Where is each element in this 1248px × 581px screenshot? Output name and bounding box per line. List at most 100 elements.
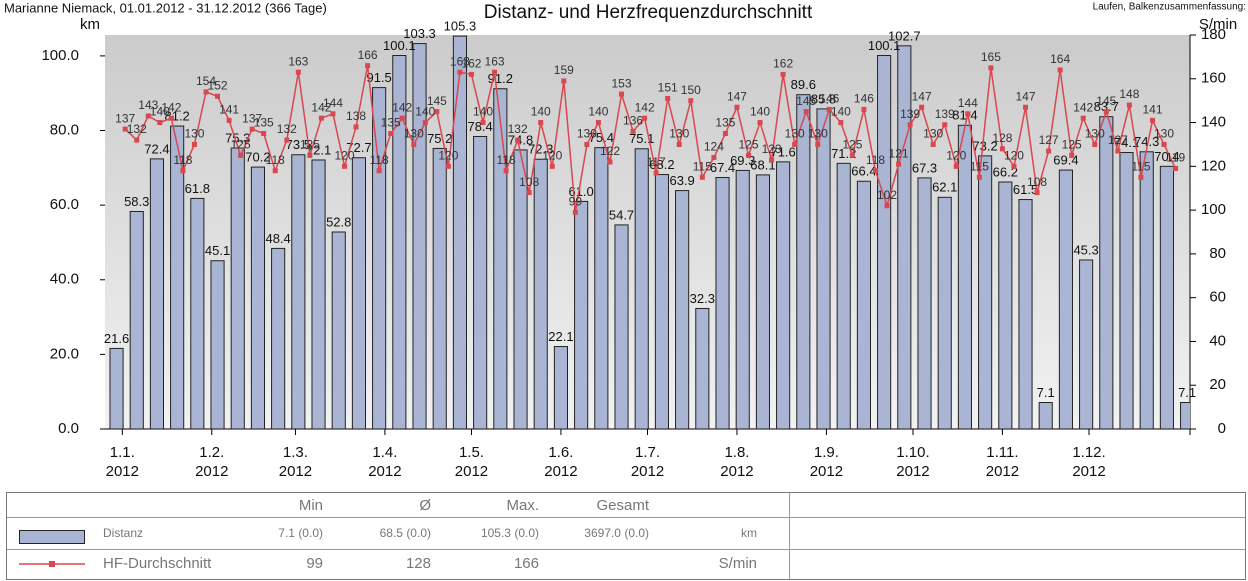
line-marker — [803, 109, 809, 115]
line-value-label: 141 — [219, 103, 239, 117]
line-marker — [642, 115, 648, 121]
line-marker — [688, 98, 694, 104]
bar — [1159, 165, 1174, 429]
bar — [210, 260, 225, 429]
line-value-label: 120 — [438, 149, 458, 163]
line-value-label: 151 — [658, 81, 678, 95]
line-marker — [792, 141, 798, 147]
line-value-label: 142 — [311, 100, 331, 114]
line-marker — [1126, 102, 1132, 108]
bar — [836, 162, 851, 429]
line-value-label: 127 — [1039, 133, 1059, 147]
line-value-label: 142 — [1073, 100, 1093, 114]
legend-swatch-bar — [19, 530, 85, 544]
bar — [755, 174, 770, 429]
chart-title: Distanz- und Herzfrequenzdurchschnitt — [484, 2, 813, 23]
line-value-label: 118 — [173, 153, 192, 167]
bar-value-label: 58.3 — [124, 194, 149, 209]
line-value-label: 119 — [1166, 151, 1185, 165]
bar — [978, 155, 993, 429]
line-marker — [930, 141, 936, 147]
y2-tick-label: 100 — [1201, 201, 1226, 218]
bar — [1119, 152, 1134, 429]
x-tick-label: 1.7. 2012 — [630, 444, 665, 480]
stat-cell: 7.1 (0.0) — [278, 526, 323, 540]
bar-value-label: 52.8 — [326, 214, 351, 229]
bar — [311, 159, 326, 429]
line-marker — [745, 152, 751, 158]
line-marker — [388, 131, 394, 136]
line-marker — [168, 115, 174, 121]
line-marker — [492, 69, 498, 75]
x-tick-label: 1.2. 2012 — [195, 444, 229, 480]
bar-value-label: 45.1 — [205, 243, 230, 258]
bar — [816, 108, 831, 429]
bar-value-label: 69.4 — [1053, 153, 1078, 168]
bar — [776, 161, 791, 429]
line-value-label: 118 — [266, 153, 285, 167]
line-value-label: 130 — [404, 127, 424, 141]
y2-tick-label: 80 — [1209, 245, 1226, 262]
y-tick-label: 20.0 — [50, 345, 79, 362]
y-axis-label: km — [80, 16, 100, 33]
line-value-label: 125 — [738, 138, 758, 152]
bar-value-label: 67.4 — [710, 160, 735, 175]
line-value-label: 141 — [1142, 103, 1162, 117]
line-value-label: 159 — [554, 63, 574, 77]
bar — [250, 166, 266, 429]
column-header: Min — [298, 497, 323, 514]
line-value-label: 163 — [288, 54, 308, 68]
line-value-label: 144 — [958, 96, 978, 110]
line-value-label: 140 — [831, 105, 851, 119]
y-tick-label: 100.0 — [41, 47, 79, 64]
line-marker — [295, 69, 301, 75]
line-value-label: 130 — [1154, 127, 1174, 141]
line-marker — [468, 71, 474, 77]
line-value-label: 123 — [762, 142, 782, 156]
bar-value-label: 61.0 — [568, 184, 593, 199]
chart: Marianne Niemack, 01.01.2012 - 31.12.201… — [4, 0, 1246, 437]
unit: S/min — [718, 555, 757, 572]
line-value-label: 145 — [427, 94, 447, 108]
line-marker — [411, 141, 417, 147]
line-marker — [342, 163, 348, 169]
y2-tick-label: 140 — [1201, 114, 1226, 131]
line-marker — [953, 163, 959, 169]
x-tick-label: 1.9. 2012 — [809, 444, 844, 480]
line-marker — [157, 120, 163, 126]
line-marker — [330, 111, 336, 117]
line-value-label: 115 — [693, 159, 712, 173]
x-tick-label: 1.5. 2012 — [454, 444, 489, 480]
row-sep — [7, 517, 1245, 518]
bar — [190, 197, 205, 429]
stats-table: Min Ø Max. Gesamt Distanz 7.1 (0.0) 68.5 (0.0)… — [6, 492, 1246, 580]
line-marker — [249, 126, 255, 132]
line-value-label: 146 — [854, 92, 874, 106]
line-marker — [284, 137, 290, 143]
legend-swatch-line — [19, 561, 85, 567]
line-value-label: 142 — [161, 100, 181, 114]
bar — [170, 125, 185, 429]
line-marker — [503, 168, 509, 174]
bar-value-label: 73.5 — [286, 137, 311, 152]
bar — [1139, 151, 1154, 429]
line-value-label: 130 — [184, 127, 204, 141]
bar — [654, 174, 669, 429]
y-tick-label: 40.0 — [50, 271, 79, 288]
y2-tick-label: 160 — [1201, 70, 1226, 87]
line-marker — [780, 71, 786, 77]
bar — [735, 169, 750, 429]
bar-value-label: 70.4 — [1154, 149, 1179, 164]
x-tick-label: 1.3. 2012 — [278, 444, 313, 480]
column-header: Gesamt — [596, 497, 649, 514]
bar — [109, 347, 124, 429]
line-marker — [1173, 166, 1179, 172]
x-tick-label: 1.10. 2012 — [896, 444, 930, 480]
bar-value-label: 75.2 — [427, 131, 452, 146]
line-value-label: 147 — [727, 89, 747, 103]
line-value-label: 142 — [635, 100, 655, 114]
line — [124, 65, 1177, 213]
column-header: Ø — [419, 497, 431, 514]
bar-value-label: 89.6 — [791, 77, 816, 92]
